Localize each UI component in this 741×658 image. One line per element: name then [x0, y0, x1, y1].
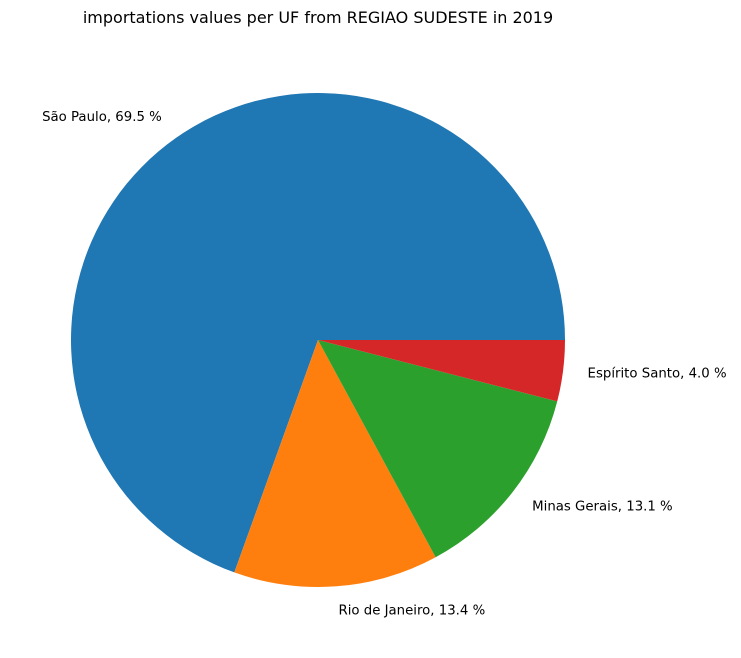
- pie-slice-sao-paulo: [70, 93, 565, 573]
- pie-labels: São Paulo, 69.5 % Rio de Janeiro, 13.4 % M…: [42, 110, 727, 618]
- pie-label-rio-de-janeiro: Rio de Janeiro, 13.4 %: [338, 603, 485, 618]
- pie-label-espirito-santo: Espírito Santo, 4.0 %: [588, 366, 727, 382]
- pie-label-minas-gerais: Minas Gerais, 13.1 %: [532, 500, 673, 515]
- pie-slice-espirito-santo: [318, 340, 565, 402]
- pie-slice-minas-gerais: [318, 340, 558, 558]
- pie-slice-rio-de-janeiro: [234, 340, 436, 587]
- pie-slices: [70, 93, 565, 587]
- chart-title: importations values per UF from REGIAO S…: [83, 8, 553, 27]
- pie-label-sao-paulo: São Paulo, 69.5 %: [42, 110, 162, 125]
